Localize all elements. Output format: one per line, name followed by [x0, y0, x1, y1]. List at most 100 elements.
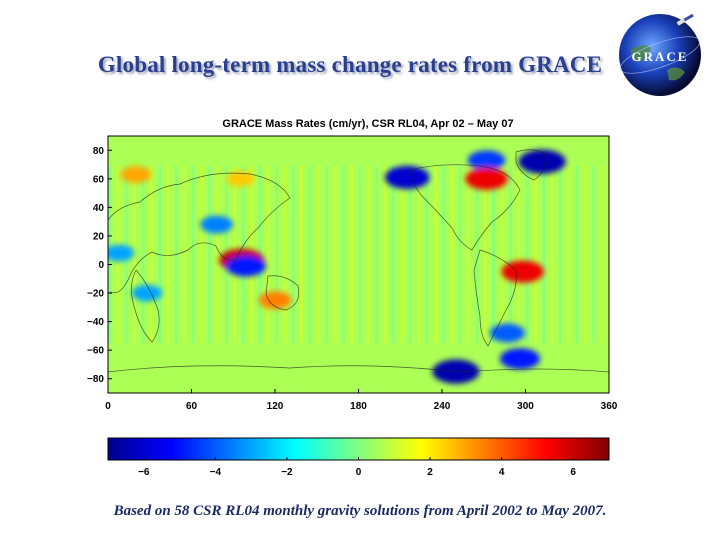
coastline-antarctica: [108, 365, 609, 373]
stripe-mark: [291, 166, 295, 343]
stripe-mark: [408, 166, 412, 343]
stripe-mark: [517, 166, 521, 343]
anomaly-blob: [108, 244, 135, 262]
colorbar-tick-label: 4: [499, 467, 505, 478]
stripe-mark: [483, 166, 487, 343]
stripe-mark: [216, 166, 220, 343]
y-tick-label: 60: [93, 174, 105, 185]
stripe-mark: [383, 166, 387, 343]
stripe-mark: [275, 166, 278, 343]
colorbar-tick-label: −6: [138, 467, 150, 478]
anomaly-blob: [384, 165, 430, 190]
x-tick-label: 120: [267, 401, 284, 412]
stripe-mark: [316, 166, 320, 343]
stripe-mark: [350, 166, 354, 343]
stripe-mark: [199, 166, 203, 343]
anomaly-blob: [465, 167, 508, 190]
stripe-mark: [416, 166, 420, 343]
y-tick-label: −80: [87, 374, 104, 385]
stripe-mark: [492, 166, 496, 343]
y-tick-label: 80: [93, 146, 105, 157]
colorbar-gradient: [107, 437, 610, 461]
x-axis: 0 60 120 180 240 300 360: [105, 389, 618, 412]
stripe-mark: [366, 166, 370, 343]
stripe-mark: [467, 166, 471, 343]
anomaly-blob: [489, 323, 526, 343]
stripe-mark: [283, 166, 287, 343]
colorbar: −6 −4 −2 0 2 4 6: [107, 437, 610, 478]
stripe-mark: [400, 166, 404, 343]
stripe-mark: [166, 166, 170, 343]
stripe-mark: [425, 166, 429, 343]
stripe-mark: [567, 166, 571, 343]
stripe-mark: [550, 166, 554, 343]
y-tick-label: −60: [87, 346, 104, 357]
x-tick-label: 60: [186, 401, 198, 412]
x-tick-label: 300: [517, 401, 534, 412]
coastline-eurasia-africa: [108, 172, 291, 294]
anomaly-blob: [200, 215, 233, 234]
plot-area: [107, 135, 610, 394]
grace-logo: GRACE: [619, 13, 701, 96]
logo-text: GRACE: [632, 49, 689, 64]
stripe-mark: [542, 166, 546, 343]
stripe-mark: [341, 166, 345, 343]
anomaly-blob: [120, 166, 152, 183]
stripe-mark: [458, 166, 462, 343]
stripe-mark: [533, 166, 537, 343]
satellite-icon: [676, 13, 694, 26]
stripe-mark: [149, 166, 153, 343]
stripe-mark: [183, 166, 187, 343]
coastline-africa-south: [131, 269, 160, 343]
stripe-mark: [266, 166, 270, 343]
stripe-mark: [583, 166, 587, 343]
anomaly-blob: [226, 171, 255, 187]
colorbar-tick-label: −2: [281, 467, 293, 478]
colorbar-tick-label: 6: [570, 467, 576, 478]
y-tick-label: −20: [87, 289, 104, 300]
stripe-mark: [325, 166, 329, 343]
chart-title: GRACE Mass Rates (cm/yr), CSR RL04, Apr …: [222, 118, 513, 130]
stripe-mark: [442, 166, 445, 343]
coastline-greenland: [515, 149, 549, 181]
stripe-mark: [358, 166, 362, 343]
anomaly-blob: [501, 260, 544, 283]
x-tick-label: 180: [350, 401, 367, 412]
anomaly-blob: [499, 348, 540, 370]
stripe-mark: [133, 166, 137, 343]
anomaly-blob: [467, 150, 506, 171]
coastline-north-america: [409, 164, 521, 251]
slide-title: Global long-term mass change rates from …: [97, 52, 603, 77]
stripe-mark: [391, 166, 395, 343]
stripe-mark: [508, 166, 512, 343]
stripe-mark: [300, 166, 304, 343]
stripe-mark: [191, 166, 195, 343]
stripe-mark: [558, 166, 562, 343]
x-tick-label: 0: [105, 401, 111, 412]
y-tick-label: 40: [93, 203, 105, 214]
y-tick-label: 20: [93, 231, 105, 242]
colorbar-tick-label: 2: [427, 467, 433, 478]
stripe-mark: [375, 166, 379, 343]
stripe-mark: [433, 166, 437, 343]
stripe-mark: [600, 166, 604, 343]
coastlines: [108, 149, 609, 373]
x-tick-label: 240: [434, 401, 451, 412]
anomaly-blob: [518, 149, 566, 174]
y-tick-label: 0: [98, 260, 104, 271]
stripe-mark: [592, 166, 596, 343]
stripe-mark: [575, 166, 579, 343]
footer-caption: Based on 58 CSR RL04 monthly gravity sol…: [113, 503, 607, 519]
stripe-mark: [141, 166, 145, 343]
continent-shape: [667, 67, 685, 81]
colorbar-tick-label: −4: [210, 467, 222, 478]
stripe-mark: [500, 166, 504, 343]
x-tick-label: 360: [601, 401, 618, 412]
anomaly-blob: [131, 284, 163, 302]
colorbar-ticks: −6 −4 −2 0 2 4 6: [138, 457, 576, 478]
colorbar-tick-label: 0: [356, 467, 362, 478]
stripe-mark: [450, 166, 454, 343]
orbit-ring: [619, 36, 701, 74]
coastline-south-america: [473, 249, 517, 347]
grace-mass-rate-chart: GRACE Mass Rates (cm/yr), CSR RL04, Apr …: [87, 118, 618, 478]
